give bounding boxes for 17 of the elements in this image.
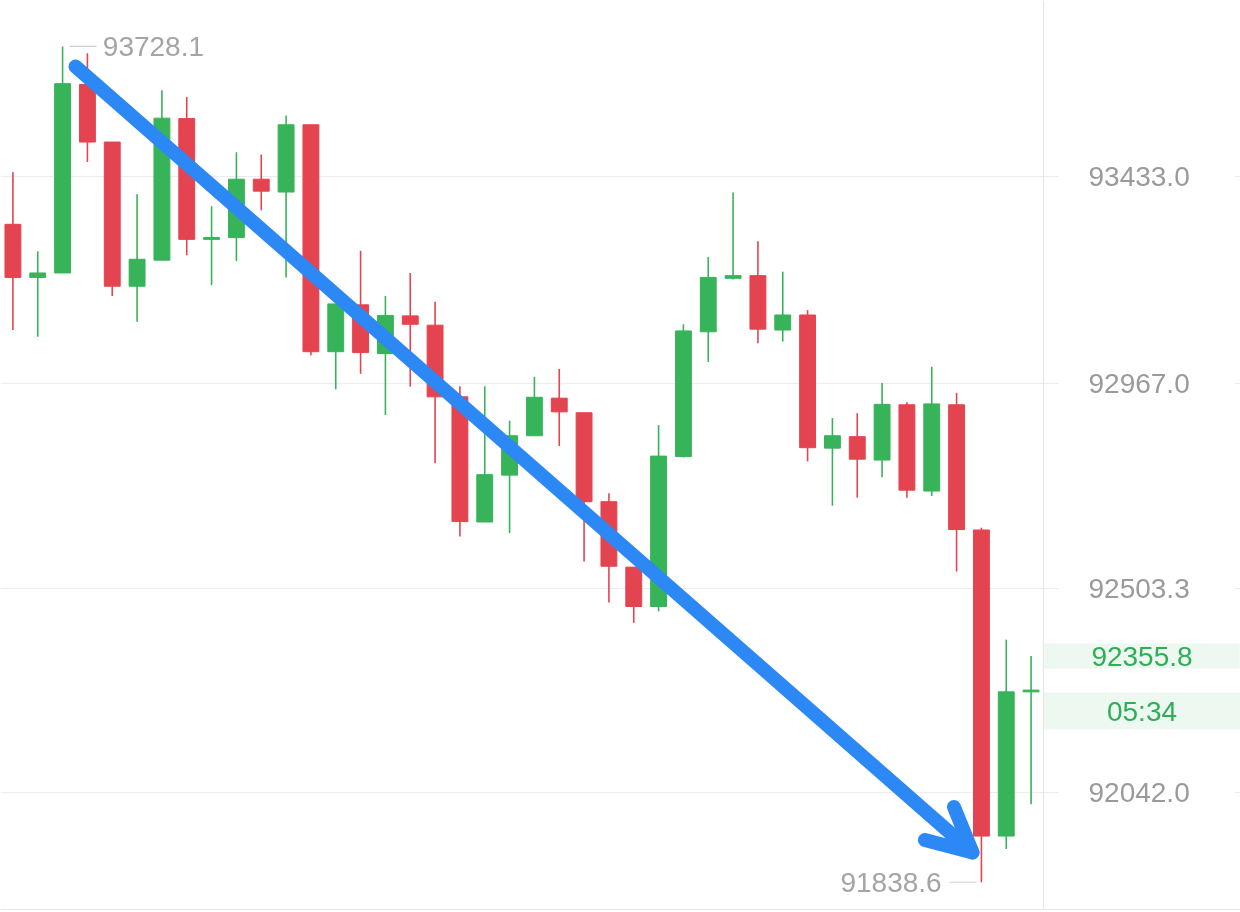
candlestick [203,205,221,286]
y-tick-label: 92042.0 [1088,776,1190,808]
text: 05:34 [1106,695,1178,727]
y-tick-label: 92503.3 [1088,572,1190,604]
candlestick [724,191,742,281]
annotation: 93728.1 [102,30,205,62]
candlestick [774,270,792,343]
candlestick [252,153,270,211]
annotation: 91838.6 [840,866,942,898]
y-tick-label: 93433.0 [1088,161,1190,193]
candlestick [550,368,568,447]
candlestick [823,417,841,507]
candlestick [848,412,866,499]
candlestick [29,250,47,338]
text: 92355.8 [1091,640,1193,672]
candlestick [1022,655,1040,806]
y-tick-label: 92967.0 [1088,367,1190,399]
